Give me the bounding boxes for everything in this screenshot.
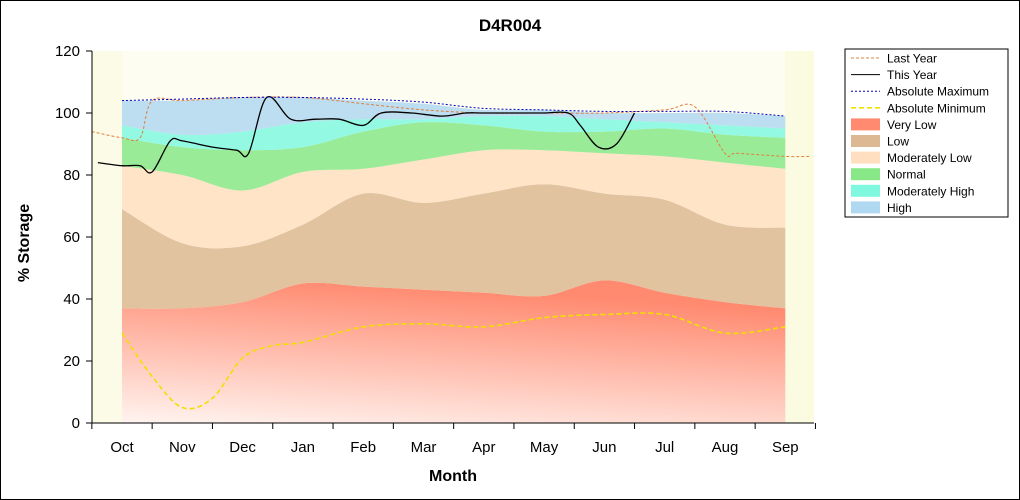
x-tick-label-oct: Oct — [110, 439, 134, 456]
x-tick-label-jun: Jun — [592, 439, 616, 456]
lines-layer — [91, 95, 810, 410]
band-moderately-low — [122, 149, 786, 249]
x-tick-label-nov: Nov — [169, 439, 196, 456]
legend-label-moderately-high: Moderately High — [887, 184, 974, 198]
bands-layer — [122, 97, 786, 423]
series-this-year — [97, 95, 636, 174]
x-tick-label-apr: Apr — [472, 439, 495, 456]
legend-label-normal: Normal — [887, 168, 926, 182]
legend-swatch-normal — [851, 168, 880, 181]
y-tick-label: 20 — [63, 353, 80, 370]
series-absolute-maximum — [121, 96, 786, 117]
x-axis-title: Month — [429, 468, 477, 485]
y-ticks: 0 20 40 60 80 100 120 — [55, 43, 92, 432]
x-ticks: Oct Nov Dec Jan Feb Mar Apr May Jun Jul Aug Sep — [91, 423, 816, 456]
y-tick-label: 40 — [63, 291, 80, 308]
band-high — [122, 97, 786, 135]
y-tick-label: 120 — [55, 43, 80, 60]
legend-label-very-low: Very Low — [887, 118, 937, 132]
x-tick-label-mar: Mar — [411, 439, 437, 456]
y-axis-title: % Storage — [16, 204, 33, 282]
chart-title: D4R004 — [479, 16, 542, 35]
band-low — [122, 184, 786, 309]
legend-label-low: Low — [887, 135, 909, 149]
legend-swatch-moderately-low — [851, 151, 880, 164]
y-tick-label: 60 — [63, 229, 80, 246]
series-last-year — [91, 96, 810, 158]
band-moderately-high — [122, 115, 786, 151]
legend: Last Year This Year Absolute Maximum Absolu… — [851, 52, 989, 215]
series-absolute-minimum — [121, 312, 786, 410]
y-tick-label: 100 — [55, 105, 80, 122]
legend-label-absolute-minimum: Absolute Minimum — [887, 101, 986, 115]
legend-swatch-very-low — [851, 118, 880, 131]
legend-label-absolute-maximum: Absolute Maximum — [887, 85, 989, 99]
legend-label-this-year: This Year — [887, 68, 937, 82]
x-tick-label-may: May — [530, 439, 559, 456]
legend-label-moderately-low: Moderately Low — [887, 151, 972, 165]
y-tick-label: 0 — [72, 415, 80, 432]
x-tick-label-sep: Sep — [772, 439, 799, 456]
legend-label-high: High — [887, 201, 912, 215]
legend-swatch-moderately-high — [851, 184, 880, 197]
x-tick-label-dec: Dec — [229, 439, 256, 456]
x-tick-label-aug: Aug — [712, 439, 739, 456]
legend-swatch-low — [851, 135, 880, 147]
y-tick-label: 80 — [63, 167, 80, 184]
legend-label-last-year: Last Year — [887, 52, 937, 66]
x-tick-label-feb: Feb — [350, 439, 376, 456]
legend-swatch-high — [851, 201, 880, 214]
band-very-low — [122, 280, 786, 423]
x-tick-label-jan: Jan — [291, 439, 315, 456]
x-tick-label-jul: Jul — [655, 439, 674, 456]
